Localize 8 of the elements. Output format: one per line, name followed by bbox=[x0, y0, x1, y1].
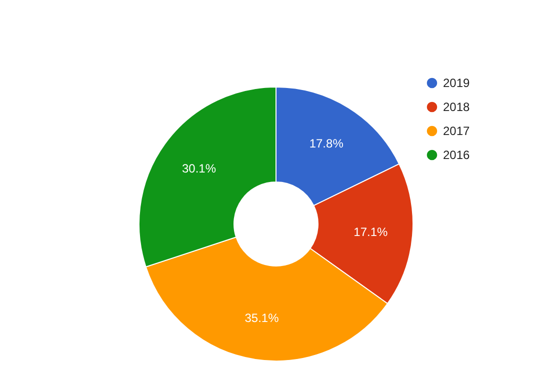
legend-label: 2019 bbox=[443, 76, 470, 90]
legend-label: 2016 bbox=[443, 148, 470, 162]
legend-label: 2018 bbox=[443, 100, 470, 114]
data-label: 35.1% bbox=[244, 310, 280, 325]
data-label: 17.1% bbox=[354, 224, 388, 239]
data-label: 30.1% bbox=[182, 161, 216, 176]
legend-label: 2017 bbox=[443, 124, 470, 138]
data-label: 17.8% bbox=[309, 136, 344, 150]
